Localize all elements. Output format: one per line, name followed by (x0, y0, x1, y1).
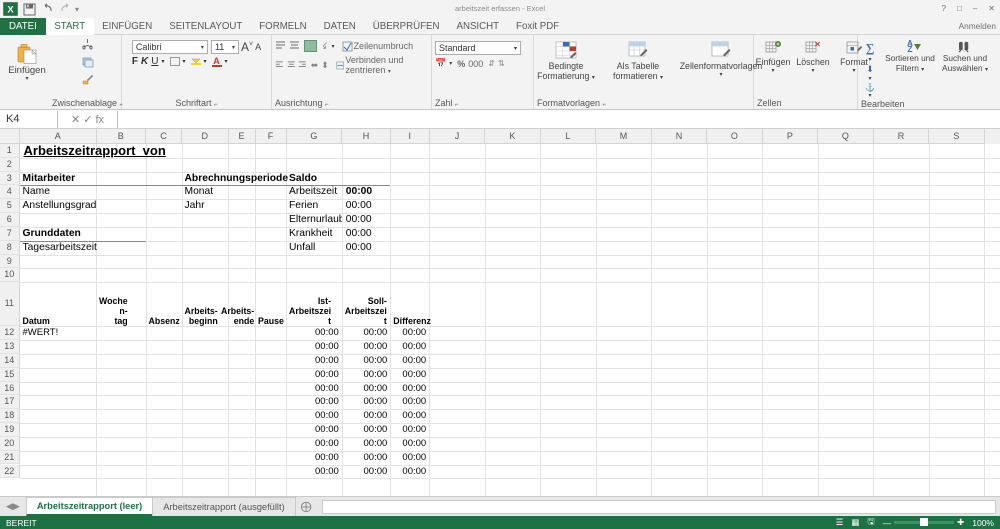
svg-text:X: X (7, 5, 14, 16)
svg-text:▾: ▾ (82, 68, 86, 69)
